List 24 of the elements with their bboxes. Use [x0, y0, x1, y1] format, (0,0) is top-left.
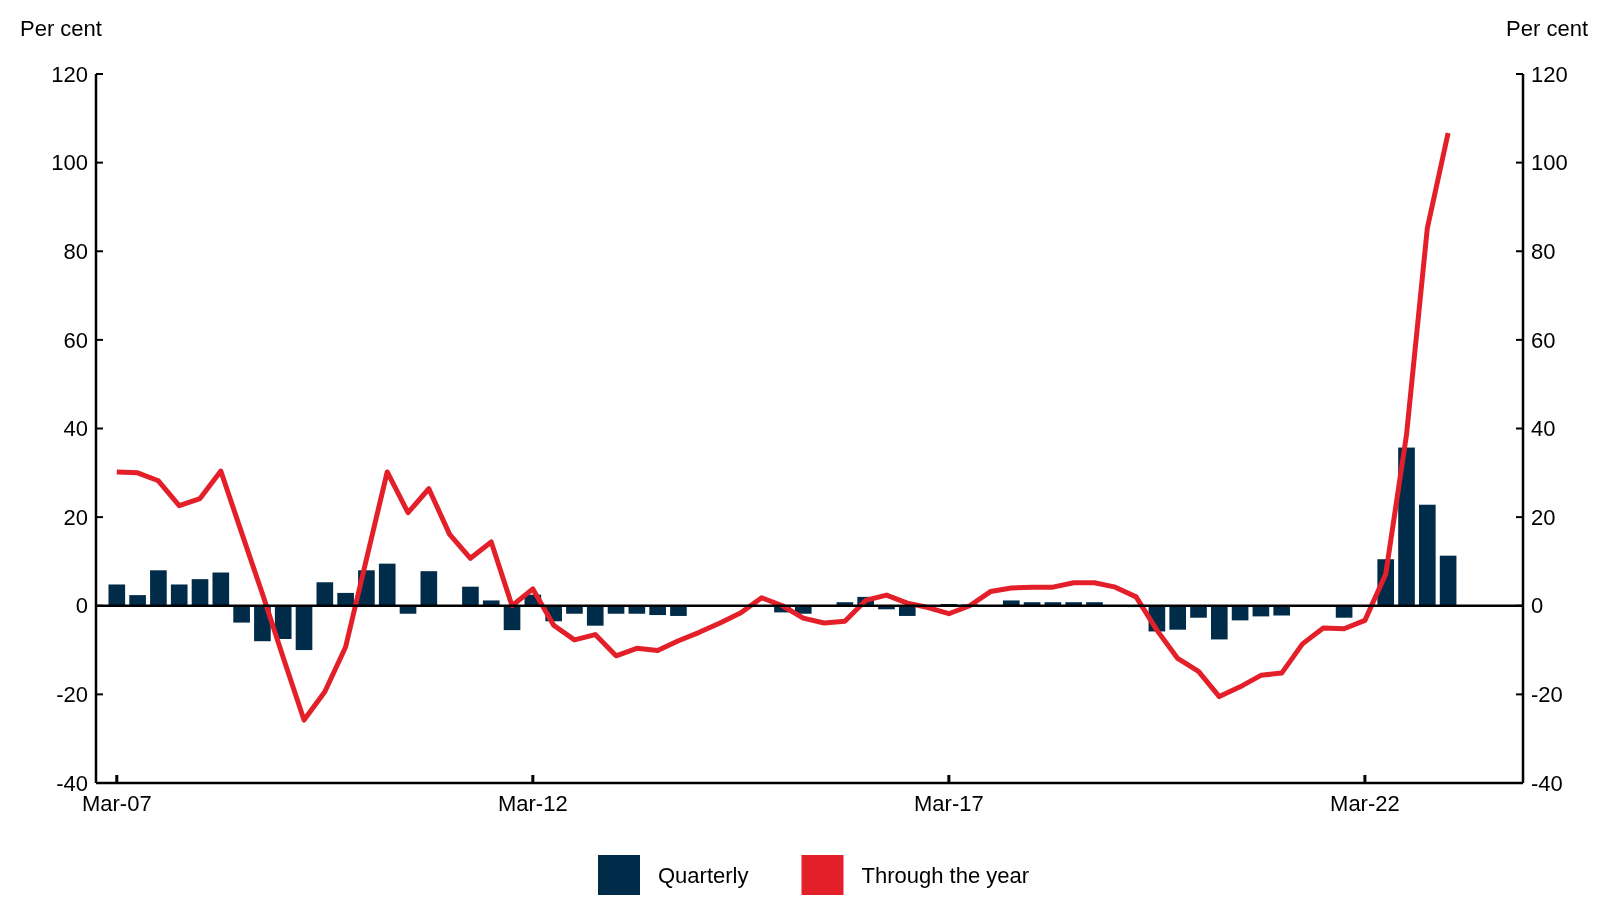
y-tick-label: 60 — [63, 327, 88, 353]
y-tick-label: 100 — [51, 150, 88, 176]
legend-label: Quarterly — [658, 862, 749, 888]
x-tick-label: Mar-17 — [914, 791, 984, 816]
y-tick-label: 80 — [63, 238, 88, 264]
y2-tick-label: 80 — [1531, 238, 1556, 264]
legend-label: Through the year — [861, 862, 1030, 888]
y-axis-title: Per cent — [20, 16, 102, 41]
y2-tick-label: 0 — [1531, 593, 1544, 619]
y-tick-label: -20 — [56, 682, 88, 708]
x-tick-label: Mar-12 — [497, 791, 568, 816]
y2-tick-label: 20 — [1531, 504, 1556, 530]
x-tick-label: Mar-22 — [1330, 791, 1400, 816]
y-tick-label: 40 — [63, 416, 88, 442]
y2-tick-label: 60 — [1531, 327, 1556, 353]
y2-tick-label: 100 — [1531, 150, 1568, 176]
y2-tick-label: -40 — [1531, 770, 1563, 796]
y2-tick-label: 120 — [1531, 61, 1568, 87]
y2-tick-label: 40 — [1531, 416, 1556, 442]
y2-axis-title: Per cent — [1506, 16, 1588, 41]
y2-tick-label: -20 — [1531, 682, 1563, 708]
y-tick-label: 120 — [51, 61, 88, 87]
y-tick-label: 20 — [63, 504, 88, 530]
y-tick-label: 0 — [75, 593, 88, 619]
